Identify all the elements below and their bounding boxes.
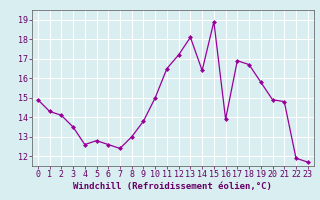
X-axis label: Windchill (Refroidissement éolien,°C): Windchill (Refroidissement éolien,°C)	[73, 182, 272, 191]
